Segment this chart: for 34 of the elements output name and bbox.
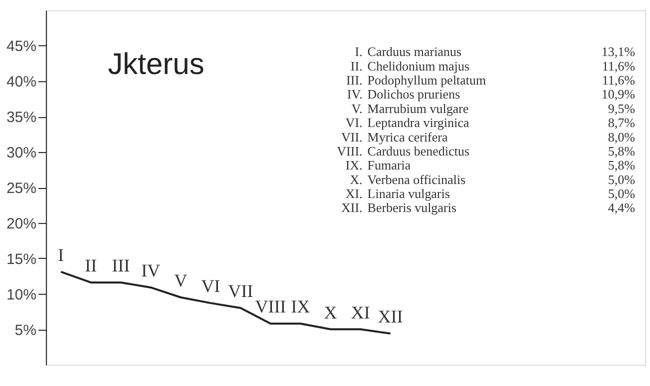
y-tick-label: 15% bbox=[6, 250, 36, 268]
x-tick-label: XII bbox=[378, 306, 403, 327]
x-tick-label: VIII bbox=[255, 296, 286, 317]
x-tick-label: I bbox=[58, 244, 64, 265]
text: IV. Dolichos pruriens 10,9% bbox=[347, 86, 636, 102]
y-tick-label: 45% bbox=[6, 38, 36, 56]
text: XII. Berberis vulgaris 4,4% bbox=[341, 200, 636, 216]
text: XI. Linaria vulgaris 5,0% bbox=[346, 186, 636, 201]
x-tick-label: X bbox=[324, 302, 337, 322]
text: VI. Leptandra virginica 8,7% bbox=[346, 115, 636, 130]
text: V. Marrubium vulgare 9,5% bbox=[352, 100, 636, 116]
y-tick-label: 25% bbox=[6, 180, 36, 197]
y-tick-label: 20% bbox=[6, 215, 36, 232]
text: VIII. Carduus benedictus 5,8% bbox=[336, 143, 636, 158]
x-tick-label: IV bbox=[141, 260, 160, 280]
y-tick-label: 10% bbox=[6, 286, 36, 304]
x-tick-label: III bbox=[112, 256, 130, 276]
x-tick-label: V bbox=[174, 270, 188, 290]
text: III. Podophyllum peltatum 11,6% bbox=[346, 72, 636, 88]
text: IX. Fumaria 5,8% bbox=[346, 158, 636, 173]
text: X. Verbena officinalis 5,0% bbox=[350, 172, 636, 187]
y-tick-label: 5% bbox=[14, 322, 36, 339]
y-tick-label: 40% bbox=[6, 74, 36, 91]
text: I. Carduus marianus 13,1% bbox=[354, 44, 636, 60]
x-tick-label: XI bbox=[350, 302, 370, 322]
x-tick-label: IX bbox=[291, 296, 310, 317]
y-tick-label: 35% bbox=[6, 109, 36, 126]
text: Jkterus bbox=[108, 48, 204, 82]
x-tick-label: VI bbox=[201, 276, 220, 296]
text: VII. Myrica cerifera 8,0% bbox=[341, 129, 636, 144]
x-tick-label: VII bbox=[228, 281, 254, 302]
y-tick-label: 30% bbox=[6, 144, 36, 162]
text: II. Chelidonium majus 11,6% bbox=[350, 58, 636, 74]
x-tick-label: II bbox=[84, 256, 97, 276]
